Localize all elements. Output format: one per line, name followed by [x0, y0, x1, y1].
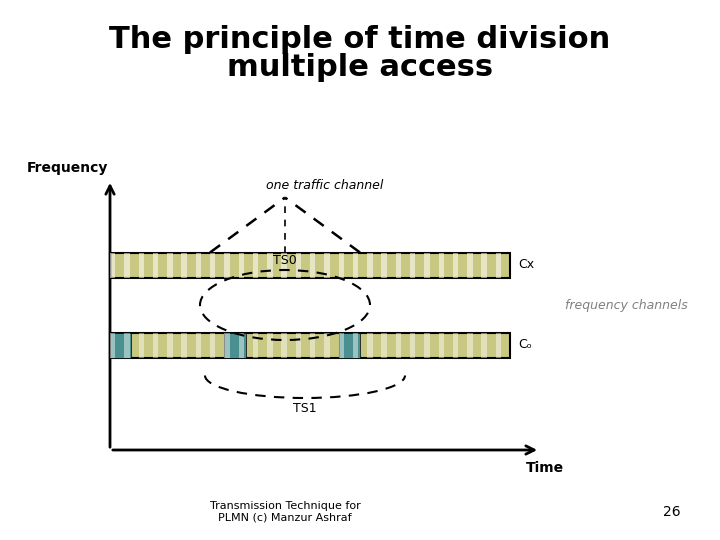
Bar [253, 333, 258, 357]
Bar [296, 253, 301, 278]
Bar [424, 333, 430, 357]
Bar [353, 333, 359, 357]
Bar [110, 333, 510, 357]
Bar [438, 333, 444, 357]
Bar [495, 333, 501, 357]
Bar [196, 333, 201, 357]
Bar [310, 253, 315, 278]
Bar [181, 253, 187, 278]
Bar [382, 333, 387, 357]
Bar [338, 253, 344, 278]
Text: The principle of time division: The principle of time division [109, 25, 611, 55]
Text: Time: Time [526, 461, 564, 475]
Bar [153, 333, 158, 357]
Bar [253, 253, 258, 278]
Text: one traffic channel: one traffic channel [266, 179, 384, 192]
Bar [238, 253, 244, 278]
Bar [324, 333, 330, 357]
Bar [110, 333, 132, 357]
Bar [181, 333, 187, 357]
Bar [138, 333, 144, 357]
Bar [424, 253, 430, 278]
Bar [225, 253, 230, 278]
Bar [438, 253, 444, 278]
Bar [282, 253, 287, 278]
Bar [353, 253, 359, 278]
Text: TS1: TS1 [293, 402, 317, 415]
Bar [338, 333, 360, 357]
Bar [267, 333, 273, 357]
Bar [110, 333, 115, 357]
Bar [396, 253, 401, 278]
Bar [167, 333, 173, 357]
Bar [282, 333, 287, 357]
Bar [238, 333, 244, 357]
Bar [367, 253, 372, 278]
Bar [196, 253, 201, 278]
Bar [482, 333, 487, 357]
Bar [495, 253, 501, 278]
Bar [310, 333, 315, 357]
Bar [210, 333, 215, 357]
Bar [225, 333, 246, 357]
Bar [410, 333, 415, 357]
Text: Transmission Technique for
PLMN (c) Manzur Ashraf: Transmission Technique for PLMN (c) Manz… [210, 501, 361, 523]
Bar [153, 253, 158, 278]
Bar [382, 253, 387, 278]
Bar [125, 333, 130, 357]
Bar [210, 253, 215, 278]
Bar [296, 333, 301, 357]
Bar [138, 253, 144, 278]
Text: multiple access: multiple access [227, 53, 493, 83]
Text: Cₒ: Cₒ [518, 339, 532, 352]
Bar [482, 253, 487, 278]
Bar [110, 253, 510, 278]
Text: TS0: TS0 [273, 253, 297, 267]
Bar [167, 253, 173, 278]
Text: Frequency: Frequency [27, 161, 108, 175]
Bar [324, 253, 330, 278]
Bar [396, 333, 401, 357]
Bar [453, 253, 459, 278]
Bar [110, 253, 115, 278]
Bar [267, 253, 273, 278]
Bar [453, 333, 459, 357]
Text: Cx: Cx [518, 259, 534, 272]
Bar [467, 253, 472, 278]
Bar [338, 333, 344, 357]
Text: 26: 26 [663, 505, 681, 519]
Bar [225, 333, 230, 357]
Text: frequency channels: frequency channels [565, 299, 688, 312]
Bar [367, 333, 372, 357]
Bar [410, 253, 415, 278]
Bar [467, 333, 472, 357]
Bar [125, 253, 130, 278]
